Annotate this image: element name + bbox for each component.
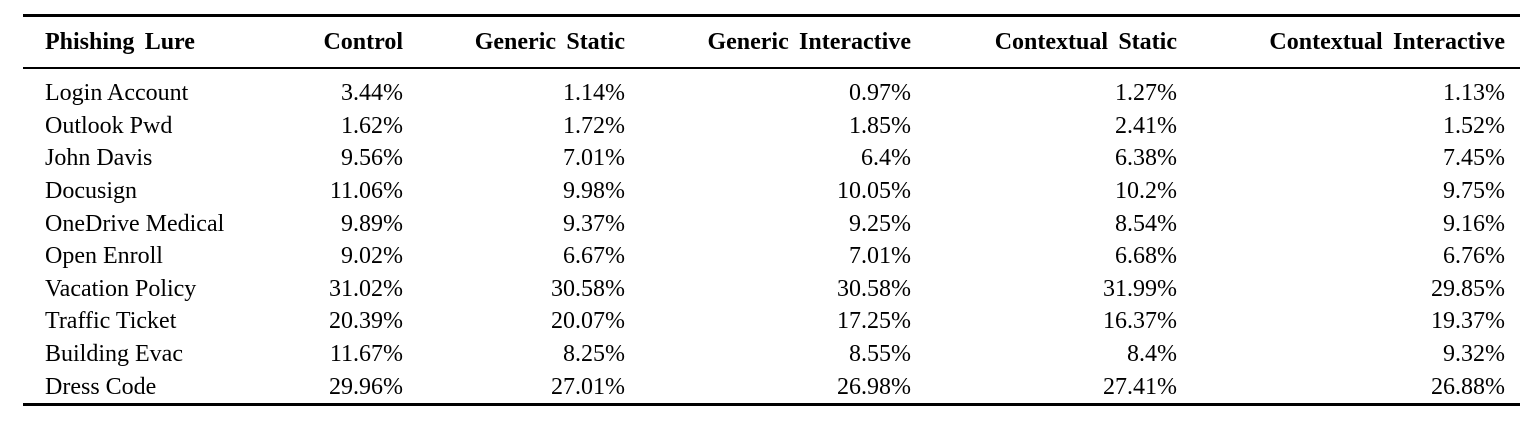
table-row: Docusign 11.06% 9.98% 10.05% 10.2% 9.75%: [23, 175, 1520, 208]
table-row: Vacation Policy 31.02% 30.58% 30.58% 31.99% 2…: [23, 273, 1520, 306]
rate-value-cell: 29.96%: [329, 373, 403, 400]
rate-value-cell: 31.02%: [329, 275, 403, 302]
column-header-control: Control: [293, 15, 418, 69]
rate-value-cell: 6.38%: [1115, 145, 1177, 172]
rate-value-cell: 8.54%: [1115, 210, 1177, 237]
rate-value-cell: 19.37%: [1431, 308, 1505, 335]
rate-value-cell: 7.01%: [563, 145, 625, 172]
rate-value-cell: 6.4%: [861, 145, 911, 172]
table-row: Dress Code 29.96% 27.01% 26.98% 27.41% 26.88%: [23, 370, 1520, 404]
rate-value-cell: 7.45%: [1443, 145, 1505, 172]
column-header-generic-static: Generic Static: [418, 15, 640, 69]
rate-value-cell: 1.62%: [341, 112, 403, 139]
rate-value-cell: 10.05%: [837, 178, 911, 205]
lure-name-cell: Traffic Ticket: [45, 308, 177, 335]
rate-value-cell: 30.58%: [837, 275, 911, 302]
rate-value-cell: 9.25%: [849, 210, 911, 237]
lure-name-cell: Vacation Policy: [45, 275, 197, 302]
rate-value-cell: 9.75%: [1443, 178, 1505, 205]
rate-value-cell: 8.4%: [1127, 341, 1177, 368]
lure-name-cell: OneDrive Medical: [45, 210, 225, 237]
lure-name-cell: Building Evac: [45, 341, 183, 368]
table-row: OneDrive Medical 9.89% 9.37% 9.25% 8.54% 9.16…: [23, 207, 1520, 240]
rate-value-cell: 27.01%: [551, 373, 625, 400]
rate-value-cell: 9.98%: [563, 178, 625, 205]
rate-value-cell: 9.16%: [1443, 210, 1505, 237]
lure-name-cell: Login Account: [45, 80, 189, 107]
lure-name-cell: Docusign: [45, 178, 137, 205]
rate-value-cell: 9.02%: [341, 243, 403, 270]
table-body: Login Account 3.44% 1.14% 0.97% 1.27% 1.13% Ou…: [23, 68, 1520, 404]
rate-value-cell: 10.2%: [1115, 178, 1177, 205]
lure-name-cell: Open Enroll: [45, 243, 163, 270]
rate-value-cell: 8.55%: [849, 341, 911, 368]
rate-value-cell: 9.32%: [1443, 341, 1505, 368]
column-header-contextual-static: Contextual Static: [926, 15, 1192, 69]
rate-value-cell: 1.85%: [849, 112, 911, 139]
column-header-contextual-interactive: Contextual Interactive: [1192, 15, 1520, 69]
rate-value-cell: 1.52%: [1443, 112, 1505, 139]
rate-value-cell: 6.76%: [1443, 243, 1505, 270]
rate-value-cell: 3.44%: [341, 80, 403, 107]
table-row: Building Evac 11.67% 8.25% 8.55% 8.4% 9.32%: [23, 338, 1520, 371]
rate-value-cell: 26.98%: [837, 373, 911, 400]
lure-name-cell: Outlook Pwd: [45, 112, 173, 139]
rate-value-cell: 16.37%: [1103, 308, 1177, 335]
table-row: Traffic Ticket 20.39% 20.07% 17.25% 16.37% 19…: [23, 305, 1520, 338]
rate-value-cell: 29.85%: [1431, 275, 1505, 302]
rate-value-cell: 2.41%: [1115, 112, 1177, 139]
rate-value-cell: 6.67%: [563, 243, 625, 270]
rate-value-cell: 11.06%: [329, 178, 403, 205]
rate-value-cell: 26.88%: [1431, 373, 1505, 400]
rate-value-cell: 8.25%: [563, 341, 625, 368]
rate-value-cell: 27.41%: [1103, 373, 1177, 400]
rate-value-cell: 20.39%: [329, 308, 403, 335]
table-row: Login Account 3.44% 1.14% 0.97% 1.27% 1.13%: [23, 68, 1520, 110]
rate-value-cell: 1.14%: [563, 80, 625, 107]
lure-name-cell: John Davis: [45, 145, 153, 172]
rate-value-cell: 11.67%: [329, 341, 403, 368]
rate-value-cell: 20.07%: [551, 308, 625, 335]
rate-value-cell: 17.25%: [837, 308, 911, 335]
rate-value-cell: 7.01%: [849, 243, 911, 270]
rate-value-cell: 1.27%: [1115, 80, 1177, 107]
phishing-lure-results-table: Phishing Lure Control Generic Static Gen…: [23, 14, 1520, 406]
table-row: Open Enroll 9.02% 6.67% 7.01% 6.68% 6.76%: [23, 240, 1520, 273]
rate-value-cell: 6.68%: [1115, 243, 1177, 270]
rate-value-cell: 31.99%: [1103, 275, 1177, 302]
column-header-phishing-lure: Phishing Lure: [23, 15, 293, 69]
column-header-generic-interactive: Generic Interactive: [640, 15, 926, 69]
lure-name-cell: Dress Code: [45, 373, 157, 400]
table-row: Outlook Pwd 1.62% 1.72% 1.85% 2.41% 1.52%: [23, 110, 1520, 143]
rate-value-cell: 9.37%: [563, 210, 625, 237]
rate-value-cell: 1.13%: [1443, 80, 1505, 107]
table-row: John Davis 9.56% 7.01% 6.4% 6.38% 7.45%: [23, 142, 1520, 175]
header-row: Phishing Lure Control Generic Static Gen…: [23, 15, 1520, 69]
rate-value-cell: 30.58%: [551, 275, 625, 302]
rate-value-cell: 0.97%: [849, 80, 911, 107]
rate-value-cell: 9.56%: [341, 145, 403, 172]
rate-value-cell: 9.89%: [341, 210, 403, 237]
rate-value-cell: 1.72%: [563, 112, 625, 139]
